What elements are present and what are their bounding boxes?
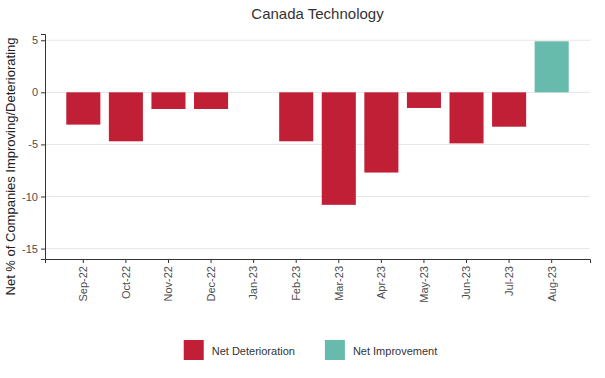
y-tick: -10 (22, 191, 45, 203)
bar (449, 92, 483, 143)
x-axis: Sep-22 Oct-22 Nov-22 Dec-22 Jan-23 Feb-23 Mar-… (46, 259, 591, 303)
x-tick: Jul-23 (503, 259, 515, 296)
grid-line (45, 248, 590, 249)
x-tick-mark (466, 259, 467, 263)
y-tick: 5 (32, 34, 45, 46)
y-tick-mark (41, 197, 45, 198)
y-tick: -5 (28, 138, 45, 150)
y-tick-label: 5 (32, 34, 38, 46)
bar (194, 92, 228, 109)
x-tick-mark (125, 259, 126, 263)
x-tick-mark (83, 259, 84, 263)
x-tick: Apr-23 (375, 259, 387, 299)
x-tick-label: Nov-22 (162, 266, 174, 301)
bar (237, 92, 271, 93)
y-tick: -15 (22, 243, 45, 255)
x-tick: Feb-23 (290, 259, 302, 301)
x-tick: Aug-23 (546, 259, 558, 301)
x-tick-mark (509, 259, 510, 263)
legend-label: Net Deterioration (212, 345, 295, 357)
x-tick-mark (381, 259, 382, 263)
x-tick: Mar-23 (333, 259, 345, 301)
x-tick-label: Feb-23 (290, 266, 302, 301)
x-tick: Nov-22 (162, 259, 174, 301)
y-tick-label: -5 (28, 138, 38, 150)
y-tick-label: -10 (22, 191, 38, 203)
x-tick: May-23 (418, 259, 430, 303)
x-tick-label: Sep-22 (77, 266, 89, 301)
y-tick-label: 0 (32, 86, 38, 98)
y-tick-mark (41, 249, 45, 250)
y-tick-mark (41, 144, 45, 145)
y-tick-mark (41, 40, 45, 41)
x-tick-mark (296, 259, 297, 263)
x-tick: Oct-22 (120, 259, 132, 299)
legend-label: Net Improvement (353, 345, 437, 357)
x-tick-label: Jul-23 (503, 266, 515, 296)
grid-line (45, 144, 590, 145)
bar (66, 92, 100, 124)
title: Canada Technology (251, 5, 384, 22)
x-tick-mark (423, 259, 424, 263)
x-tick-mark (211, 259, 212, 263)
legend-swatch (184, 340, 204, 360)
y-tick-label: -15 (22, 243, 38, 255)
grid-line (45, 40, 590, 41)
grid-line (45, 196, 590, 197)
bar (492, 92, 526, 126)
x-tick-label: Apr-23 (375, 266, 387, 299)
x-tick: Sep-22 (77, 259, 89, 301)
bar (364, 92, 398, 172)
bar (322, 92, 356, 205)
x-tick-mark (338, 259, 339, 263)
x-tick-mark (168, 259, 169, 263)
bar (535, 41, 569, 92)
x-tick-label: Mar-23 (333, 266, 345, 301)
x-tick-label: Oct-22 (120, 266, 132, 299)
x-tick: Jan-23 (247, 259, 259, 300)
y-axis: -15 -10 -5 0 5 (22, 34, 45, 259)
y-axis-title: Net % of Companies Improving/Deteriorati… (3, 38, 18, 296)
bar (279, 92, 313, 141)
x-tick-mark (551, 259, 552, 263)
x-tick-label: Dec-22 (205, 266, 217, 301)
y-tick-mark (41, 92, 45, 93)
x-tick-label: May-23 (418, 266, 430, 303)
y-tick: 0 (32, 86, 45, 98)
bar (109, 92, 143, 141)
chart: -15 -10 -5 0 5 Sep-22 Oct-22 Nov-22 Dec-22 Jan-23… (0, 0, 605, 378)
legend-swatch (325, 340, 345, 360)
grid (45, 40, 590, 248)
x-axis-line (46, 260, 591, 264)
x-tick-label: Jan-23 (247, 266, 259, 300)
bar (407, 92, 441, 108)
y-axis-line (41, 35, 46, 260)
x-tick-label: Jun-23 (460, 266, 472, 300)
x-tick: Jun-23 (460, 259, 472, 300)
x-tick-label: Aug-23 (546, 266, 558, 301)
legend: Net Deterioration Net Improvement (184, 340, 438, 360)
bars (66, 41, 568, 205)
bar (151, 92, 185, 109)
x-tick-mark (253, 259, 254, 263)
x-tick: Dec-22 (205, 259, 217, 301)
